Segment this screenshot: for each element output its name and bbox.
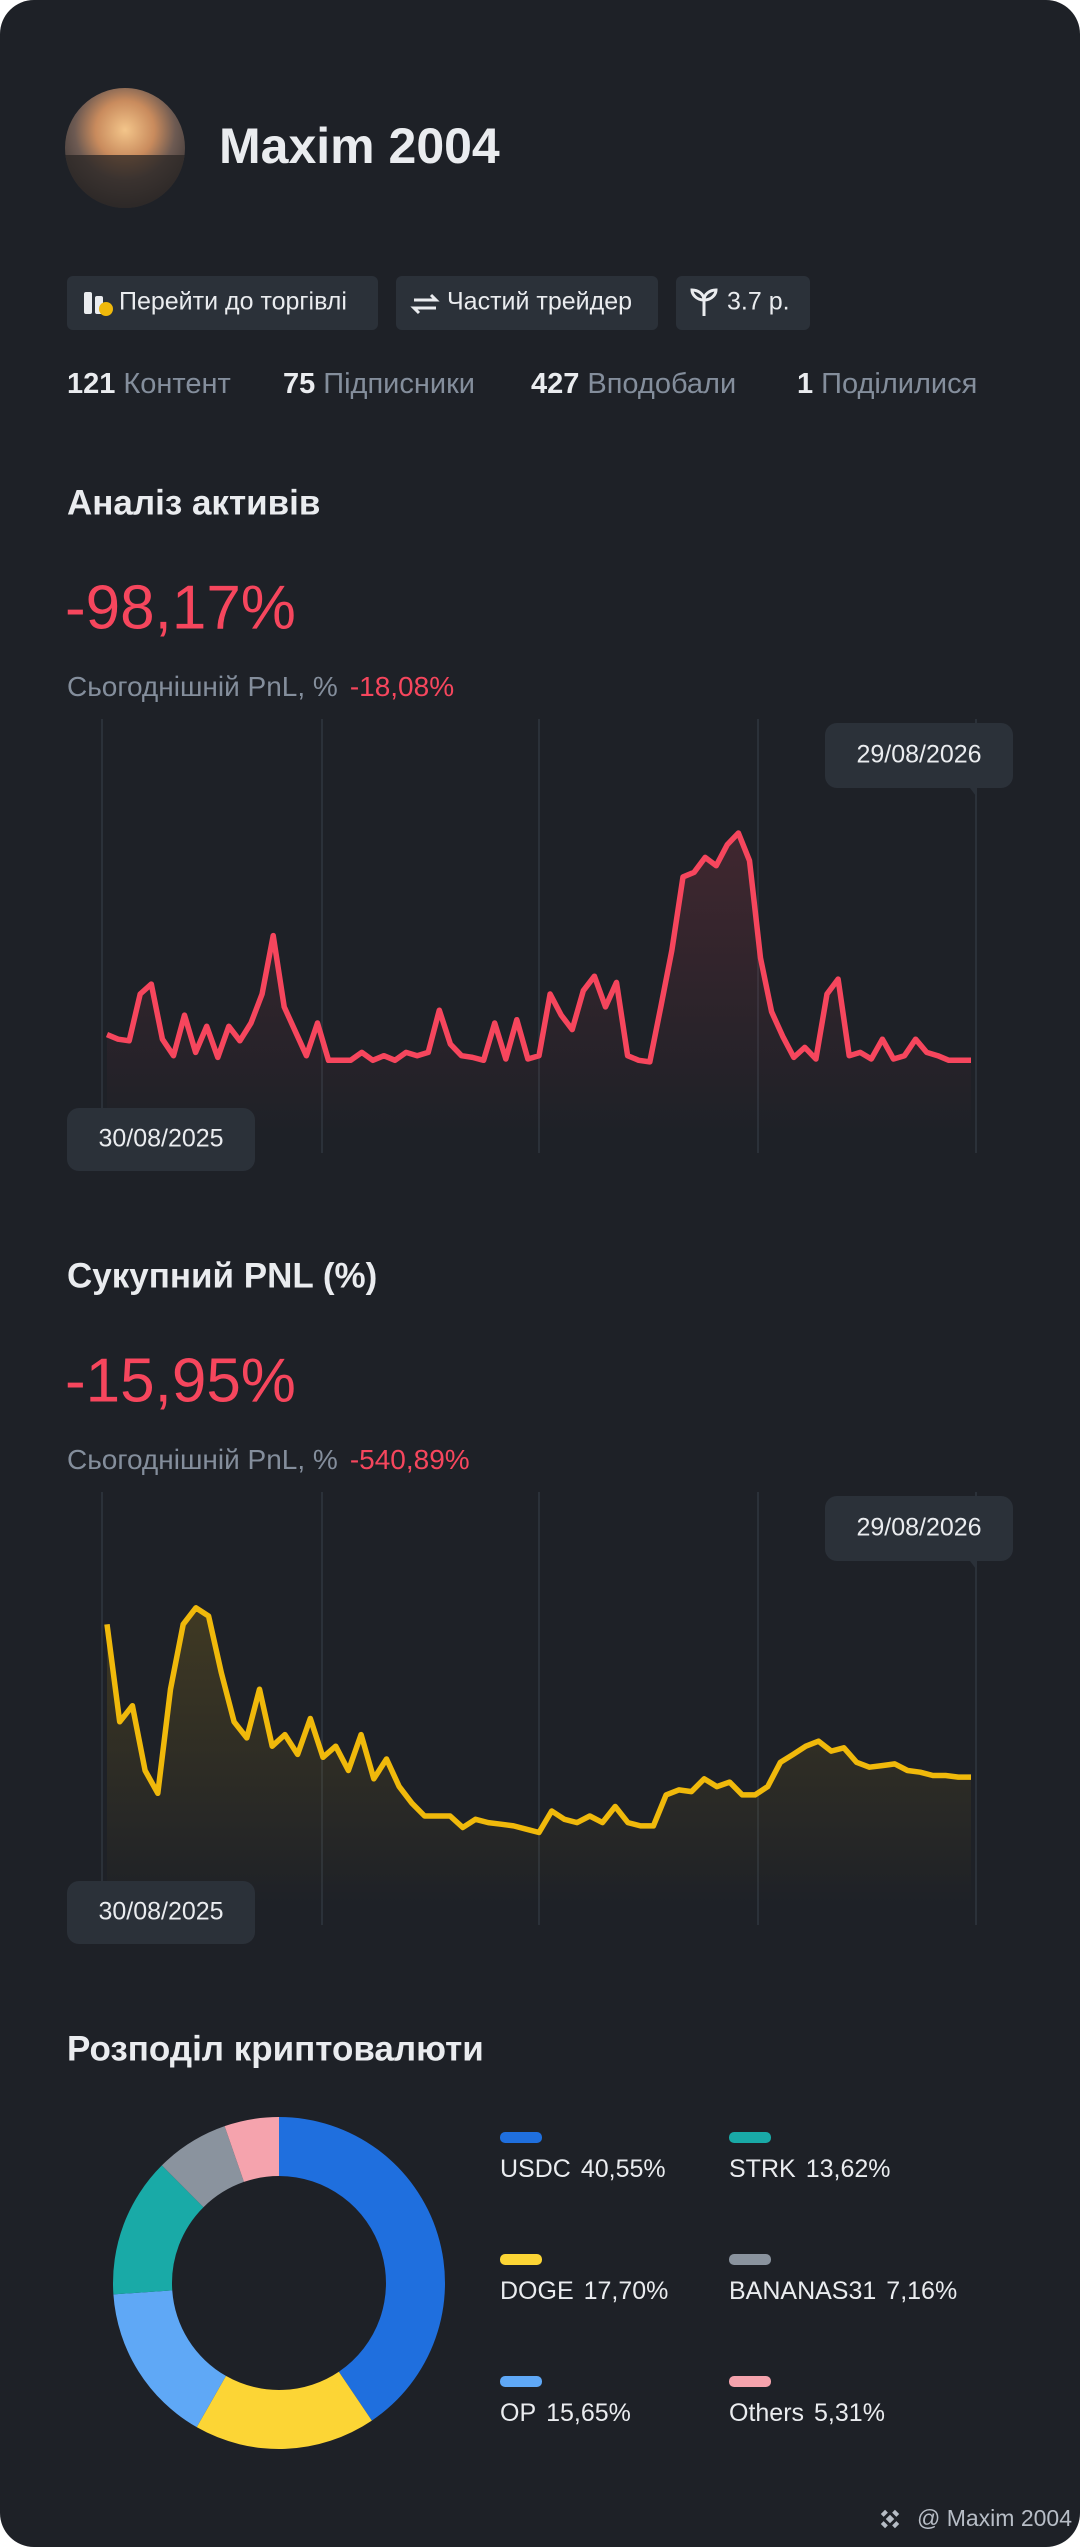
donut-segment	[113, 2290, 226, 2428]
donut-segment	[279, 2117, 445, 2421]
today-pnl-label: Сьогоднішній PnL, %	[67, 1444, 338, 1475]
line-chart-section: Аналіз активів -98,17% Сьогоднішній PnL, %…	[65, 483, 1013, 1171]
line-chart-section: Сукупний PNL (%) -15,95% Сьогоднішній PnL,…	[65, 1256, 1013, 1944]
legend-entry: BANANAS31 7,16%	[729, 2277, 957, 2305]
profile-name: Maxim 2004	[219, 118, 500, 174]
date-tag-pointer	[970, 1561, 976, 1569]
legend-value: 7,16%	[886, 2277, 957, 2305]
stat-value: 1	[797, 368, 813, 400]
date-tag	[67, 1108, 255, 1171]
date-tag	[67, 1881, 255, 1944]
trade-icon	[84, 292, 113, 316]
legend-name: BANANAS31	[729, 2277, 876, 2305]
date-tag-label: 29/08/2026	[856, 741, 981, 769]
section-value: -15,95%	[65, 1346, 296, 1415]
date-tag-label: 29/08/2026	[856, 1514, 981, 1542]
section-title: Розподіл криптовалюти	[67, 2029, 484, 2068]
legend-name: USDC	[500, 2155, 571, 2183]
profile-stats: 121 Контент 75 Підписники 427 Вподобали 1 По…	[67, 368, 977, 400]
stat: 121 Контент	[67, 368, 231, 400]
stat-value: 427	[531, 368, 579, 400]
age-badge-label: 3.7 р.	[727, 288, 790, 316]
profile-header: Maxim 2004	[65, 88, 500, 208]
stat-value: 121	[67, 368, 115, 400]
stat: 75 Підписники	[283, 368, 475, 400]
age-badge[interactable]	[676, 276, 810, 330]
donut-segment	[112, 2165, 204, 2295]
trader-icon	[410, 293, 440, 315]
stat-label: Вподобали	[587, 368, 736, 400]
legend-value: 13,62%	[806, 2155, 891, 2183]
date-tag	[825, 723, 1013, 788]
legend-name: Others	[729, 2399, 804, 2427]
legend-entry: OP 15,65%	[500, 2399, 631, 2427]
date-tag-label: 30/08/2025	[98, 1898, 223, 1926]
legend-entry: STRK 13,62%	[729, 2155, 890, 2183]
date-tag	[825, 1496, 1013, 1561]
legend-name: STRK	[729, 2155, 796, 2183]
donut-segment	[196, 2371, 372, 2449]
trader-badge-label: Частий трейдер	[447, 288, 632, 316]
donut-section: Розподіл криптовалюти USDC 40,55% DOGE 17,70…	[67, 2029, 957, 2449]
today-pnl-value: -18,08%	[350, 671, 454, 702]
legend-entry: USDC 40,55%	[500, 2155, 666, 2183]
section-value: -98,17%	[65, 573, 296, 642]
legend-value: 17,70%	[584, 2277, 669, 2305]
line	[104, 1605, 971, 1836]
profile-buttons: Перейти до торгівлі Частий трейдер 3.7 р…	[67, 276, 810, 330]
area	[107, 1607, 971, 1905]
trade-button[interactable]	[67, 276, 378, 330]
stat-label: Поділилися	[821, 368, 977, 400]
section-title: Аналіз активів	[67, 483, 320, 522]
legend-swatch	[500, 2376, 542, 2387]
trade-button-label: Перейти до торгівлі	[119, 288, 347, 316]
legend-name: DOGE	[500, 2277, 574, 2305]
stat-value: 75	[283, 368, 315, 400]
today-pnl-label: Сьогоднішній PnL, %	[67, 671, 338, 702]
legend-name: OP	[500, 2399, 536, 2427]
today-pnl-value: -540,89%	[350, 1444, 470, 1475]
legend-swatch	[729, 2376, 771, 2387]
legend-value: 15,65%	[546, 2399, 631, 2427]
today-pnl: Сьогоднішній PnL, % -540,89%	[67, 1444, 470, 1475]
legend-swatch	[729, 2254, 771, 2265]
stat: 1 Поділилися	[797, 368, 977, 400]
footer-text: @ Maxim 2004	[917, 2505, 1072, 2531]
legend-value: 5,31%	[814, 2399, 885, 2427]
area	[107, 833, 971, 1133]
stat-label: Контент	[123, 368, 230, 400]
section-title: Сукупний PNL (%)	[67, 1256, 377, 1295]
legend-entry: Others 5,31%	[729, 2399, 885, 2427]
date-tag-pointer	[970, 788, 976, 796]
donut-segment	[161, 2126, 244, 2208]
line	[105, 830, 971, 1065]
legend-swatch	[729, 2132, 771, 2143]
date-tag-label: 30/08/2025	[98, 1125, 223, 1153]
legend-value: 40,55%	[581, 2155, 666, 2183]
stat-label: Підписники	[323, 368, 475, 400]
legend-entry: DOGE 17,70%	[500, 2277, 668, 2305]
donut-segment	[224, 2117, 279, 2182]
legend-swatch	[500, 2132, 542, 2143]
stat: 427 Вподобали	[531, 368, 736, 400]
age-icon	[690, 288, 718, 316]
trader-badge[interactable]	[396, 276, 658, 330]
today-pnl: Сьогоднішній PnL, % -18,08%	[67, 671, 454, 702]
legend-swatch	[500, 2254, 542, 2265]
